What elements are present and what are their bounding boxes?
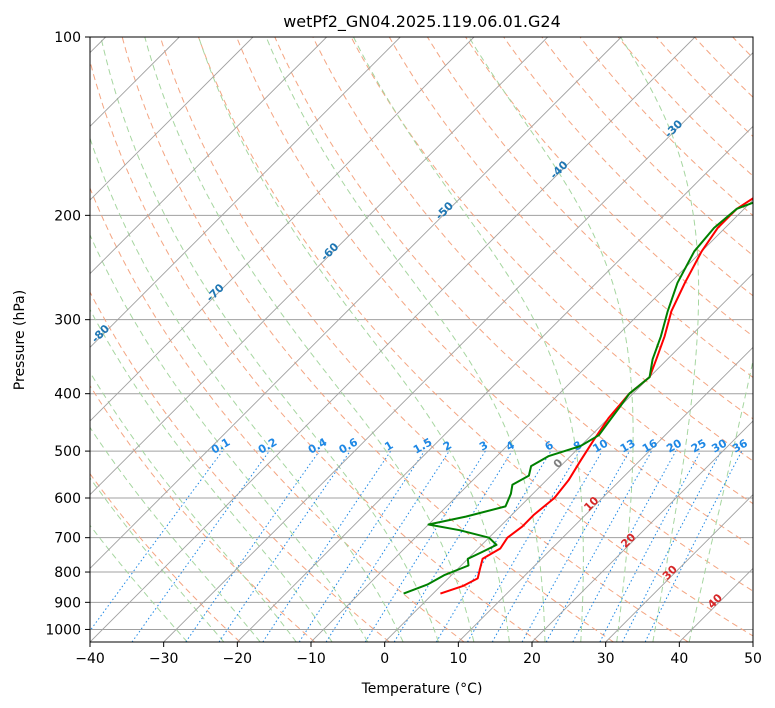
isotherm-line xyxy=(90,37,401,348)
mixing-ratio-lines xyxy=(90,450,743,642)
x-axis-ticks: −40 −30 −20 −10 0 10 20 30 40 50 xyxy=(75,642,762,667)
x-tick-label: 10 xyxy=(449,651,467,667)
y-tick-label: 800 xyxy=(54,565,81,581)
isotherm-line xyxy=(90,37,475,422)
mixing-ratio-line xyxy=(467,450,580,642)
mixing-ratio-line xyxy=(90,450,223,632)
isotherm-line xyxy=(531,420,753,642)
dry-adiabat xyxy=(236,37,753,592)
y-tick-label: 900 xyxy=(54,595,81,611)
x-axis-label: Temperature (°C) xyxy=(361,681,483,697)
dry-adiabat xyxy=(90,186,465,642)
temperature-profile xyxy=(440,197,753,595)
moist-adiabat xyxy=(100,37,439,642)
moist-adiabat xyxy=(353,37,584,642)
moist-adiabat xyxy=(265,37,546,642)
y-tick-label: 500 xyxy=(54,444,81,460)
dry-adiabat xyxy=(426,37,753,378)
mixing-ratio-line xyxy=(572,450,677,642)
y-tick-label: 300 xyxy=(54,313,81,329)
mixing-ratio-line xyxy=(218,450,351,642)
moist-adiabat xyxy=(144,37,475,642)
y-tick-label: 700 xyxy=(54,531,81,547)
isotherm-line xyxy=(384,273,753,642)
moist-adiabat xyxy=(90,308,333,642)
y-axis-ticks: 100 200 300 400 500 600 700 800 900 1000 xyxy=(45,30,90,638)
x-tick-label: 0 xyxy=(380,651,389,667)
moist-adiabat xyxy=(90,371,297,642)
mixing-ratio-line xyxy=(491,450,603,642)
x-tick-label: −20 xyxy=(223,651,253,667)
dry-adiabat xyxy=(274,37,753,548)
x-tick-label: 20 xyxy=(523,651,541,667)
x-tick-label: −30 xyxy=(149,651,179,667)
sounding-profiles xyxy=(403,197,753,595)
dry-adiabat xyxy=(617,37,753,177)
moist-adiabat xyxy=(198,37,510,642)
y-tick-label: 200 xyxy=(54,208,81,224)
dry-adiabat xyxy=(90,384,316,642)
isotherm-line xyxy=(90,37,548,496)
moist-adiabat xyxy=(90,136,404,642)
dry-adiabat xyxy=(198,37,753,637)
plot-area xyxy=(90,37,753,642)
dry-adiabat xyxy=(90,291,390,642)
isotherm-lines xyxy=(90,37,753,642)
chart-title: wetPf2_GN04.2025.119.06.01.G24 xyxy=(283,12,561,32)
moist-adiabat xyxy=(90,524,188,642)
moist-adiabat xyxy=(688,358,753,642)
isotherm-line xyxy=(752,641,753,642)
y-axis-label: Pressure (hPa) xyxy=(12,290,28,390)
moist-adiabat xyxy=(620,37,700,642)
mixing-ratio-line xyxy=(393,450,513,642)
mixing-ratio-line xyxy=(325,450,450,642)
isotherm-line xyxy=(605,494,753,642)
isotherm-line xyxy=(458,346,753,642)
isotherm-line xyxy=(90,37,696,642)
x-tick-label: −10 xyxy=(296,651,326,667)
mixing-ratio-line xyxy=(185,450,320,642)
plot-frame xyxy=(89,36,754,643)
isotherm-line xyxy=(90,37,254,201)
y-tick-label: 400 xyxy=(54,387,81,403)
x-tick-label: −40 xyxy=(75,651,105,667)
moist-adiabat xyxy=(90,233,369,642)
y-tick-label: 1000 xyxy=(45,622,81,638)
mixing-ratio-line xyxy=(435,450,552,642)
x-tick-label: 50 xyxy=(744,651,762,667)
isotherm-line xyxy=(90,37,327,275)
isotherm-line xyxy=(237,125,753,642)
mixing-ratio-line xyxy=(364,450,486,642)
dry-adiabat xyxy=(771,37,775,642)
y-tick-label: 600 xyxy=(54,491,81,507)
x-tick-label: 40 xyxy=(670,651,688,667)
dry-adiabat xyxy=(503,37,753,297)
dry-adiabats xyxy=(90,37,775,642)
grid-layer xyxy=(90,37,753,630)
isotherm-line xyxy=(310,199,753,642)
moist-adiabat xyxy=(90,477,225,642)
dry-adiabat xyxy=(312,37,753,505)
dewpoint-profile xyxy=(403,201,753,595)
mixing-ratio-line xyxy=(131,450,270,642)
isotherm-line xyxy=(90,37,622,569)
moist-adiabat xyxy=(90,426,261,642)
y-tick-label: 100 xyxy=(54,30,81,46)
dry-adiabat xyxy=(159,37,689,642)
dry-adiabat xyxy=(121,37,614,642)
x-tick-label: 30 xyxy=(597,651,615,667)
dry-adiabat xyxy=(90,59,540,642)
isotherm-line xyxy=(163,52,753,642)
mixing-ratio-line xyxy=(521,450,630,642)
dry-adiabat xyxy=(388,37,753,420)
